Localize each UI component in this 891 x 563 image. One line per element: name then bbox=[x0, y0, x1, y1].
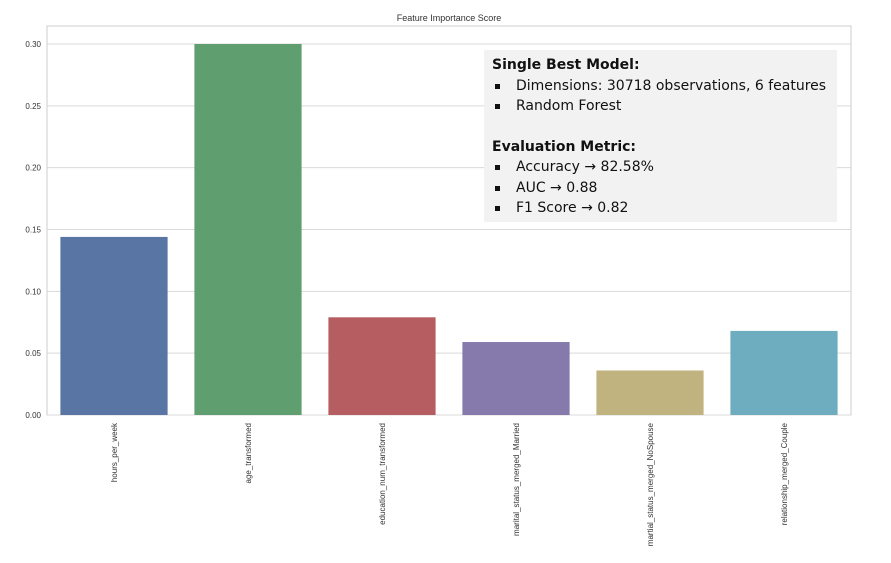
x-tick-label: relationship_merged_Couple bbox=[780, 422, 789, 525]
model-info-box: Single Best Model: Dimensions: 30718 obs… bbox=[484, 50, 837, 222]
auc-item: AUC → 0.88 bbox=[492, 178, 829, 199]
chart-title: Feature Importance Score bbox=[397, 13, 502, 23]
y-tick-label: 0.00 bbox=[25, 411, 41, 420]
bar-age-transformed bbox=[194, 44, 302, 415]
evaluation-metrics-list: Accuracy → 82.58% AUC → 0.88 F1 Score → … bbox=[492, 157, 829, 219]
y-tick-labels: 0.00 0.05 0.10 0.15 0.20 0.25 0.30 bbox=[25, 40, 41, 420]
x-tick-label: martial_status_merged_NoSpouse bbox=[646, 422, 655, 546]
x-tick-label: hours_per_week bbox=[110, 422, 119, 482]
single-best-model-heading: Single Best Model: bbox=[492, 57, 640, 73]
bar-martial-status-merged-nospouse bbox=[596, 370, 704, 415]
evaluation-metric-heading: Evaluation Metric: bbox=[492, 138, 637, 155]
f1-score-item: F1 Score → 0.82 bbox=[492, 198, 829, 219]
y-tick-label: 0.15 bbox=[25, 226, 41, 235]
model-details-list: Dimensions: 30718 observations, 6 featur… bbox=[492, 76, 829, 117]
accuracy-item: Accuracy → 82.58% bbox=[492, 157, 829, 178]
model-type-item: Random Forest bbox=[492, 96, 829, 117]
x-tick-label: marital_status_merged_Married bbox=[512, 423, 521, 536]
y-tick-label: 0.25 bbox=[25, 102, 41, 111]
bar-relationship-merged-couple bbox=[730, 330, 838, 415]
y-tick-label: 0.30 bbox=[25, 40, 41, 49]
x-tick-label: age_transformed bbox=[244, 423, 253, 483]
bar-marital-status-merged-married bbox=[462, 342, 570, 415]
bar-education-num-transformed bbox=[328, 317, 436, 415]
x-tick-labels: hours_per_week age_transformed education_n… bbox=[110, 422, 789, 546]
model-dimensions-item: Dimensions: 30718 observations, 6 featur… bbox=[492, 76, 829, 97]
y-tick-label: 0.05 bbox=[25, 349, 41, 358]
bars bbox=[60, 44, 838, 415]
y-tick-label: 0.20 bbox=[25, 164, 41, 173]
x-tick-label: education_num_transformed bbox=[378, 423, 387, 525]
y-tick-label: 0.10 bbox=[25, 287, 41, 296]
bar-hours-per-week bbox=[60, 236, 168, 415]
